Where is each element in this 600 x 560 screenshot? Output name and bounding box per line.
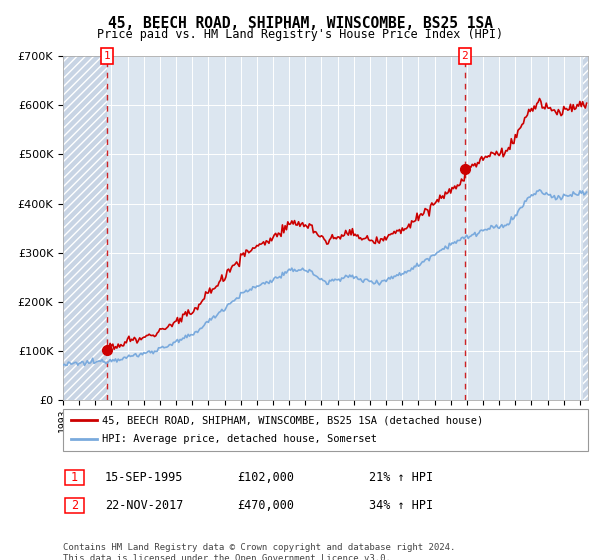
Text: 15-SEP-1995: 15-SEP-1995 [105,470,184,484]
Text: Contains HM Land Registry data © Crown copyright and database right 2024.
This d: Contains HM Land Registry data © Crown c… [63,543,455,560]
Text: 1: 1 [103,51,110,61]
Bar [583,56,588,400]
Text: 1: 1 [71,470,78,484]
Text: 45, BEECH ROAD, SHIPHAM, WINSCOMBE, BS25 1SA: 45, BEECH ROAD, SHIPHAM, WINSCOMBE, BS25… [107,16,493,31]
FancyBboxPatch shape [65,470,84,484]
Text: 34% ↑ HPI: 34% ↑ HPI [369,498,433,512]
FancyBboxPatch shape [65,498,84,512]
Text: HPI: Average price, detached house, Somerset: HPI: Average price, detached house, Some… [103,435,377,445]
Bar [63,56,107,400]
FancyBboxPatch shape [63,409,588,451]
Text: 45, BEECH ROAD, SHIPHAM, WINSCOMBE, BS25 1SA (detached house): 45, BEECH ROAD, SHIPHAM, WINSCOMBE, BS25… [103,415,484,425]
Text: 22-NOV-2017: 22-NOV-2017 [105,498,184,512]
Text: 2: 2 [461,51,468,61]
Text: £102,000: £102,000 [237,470,294,484]
Text: 2: 2 [71,498,78,512]
Text: £470,000: £470,000 [237,498,294,512]
Text: Price paid vs. HM Land Registry's House Price Index (HPI): Price paid vs. HM Land Registry's House … [97,28,503,41]
Text: 21% ↑ HPI: 21% ↑ HPI [369,470,433,484]
